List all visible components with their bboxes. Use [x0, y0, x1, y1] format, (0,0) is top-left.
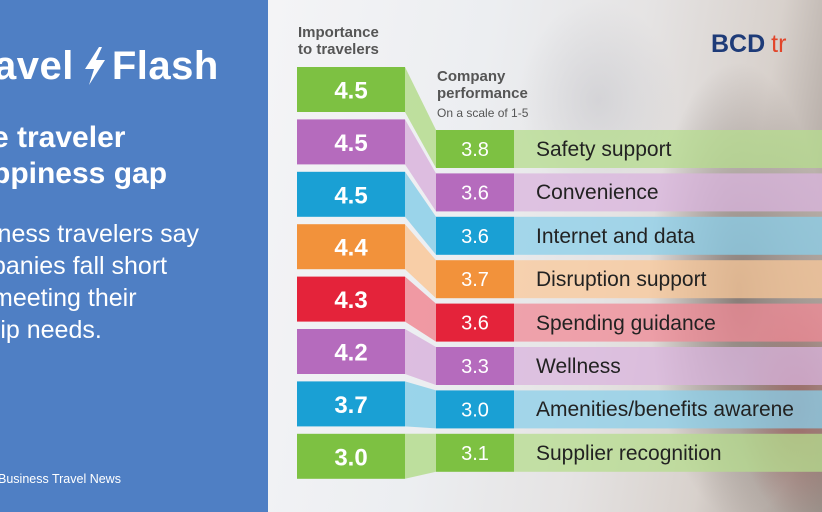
- importance-value-0: 4.5: [334, 78, 367, 105]
- category-label-2: Internet and data: [536, 224, 695, 248]
- importance-header: Importance to travelers: [298, 24, 379, 58]
- body-text: iness travelers say panies fall short me…: [0, 218, 199, 346]
- performance-scale-note: On a scale of 1-5: [437, 106, 529, 120]
- logo-part2: tr: [771, 30, 787, 58]
- performance-bar-4: [436, 303, 514, 342]
- performance-value-1: 3.6: [461, 182, 489, 204]
- category-band-4: [514, 303, 822, 342]
- performance-header: Company performance: [437, 68, 528, 102]
- importance-bar-5: [297, 329, 405, 374]
- intro-panel: avel Flash e traveler ppiness gap iness t…: [0, 0, 268, 512]
- performance-value-5: 3.3: [461, 356, 489, 378]
- importance-bar-4: [297, 276, 405, 322]
- category-band-6: [514, 390, 822, 429]
- performance-value-6: 3.0: [461, 399, 489, 421]
- performance-header-line-1: Company: [437, 68, 506, 85]
- performance-bar-7: [436, 433, 514, 472]
- body-line-3: meeting their: [0, 284, 137, 312]
- company-logo: BCD tr: [711, 30, 786, 59]
- brand-title: avel Flash: [0, 44, 219, 89]
- performance-value-7: 3.1: [461, 443, 489, 465]
- importance-header-line-1: Importance: [298, 24, 379, 41]
- headline-line-1: e traveler: [0, 121, 126, 154]
- category-label-4: Spending guidance: [536, 311, 716, 335]
- performance-value-0: 3.8: [461, 139, 489, 161]
- importance-bar-1: [297, 119, 405, 165]
- connector-3: [405, 224, 436, 299]
- brand-part1: avel: [0, 44, 74, 88]
- category-label-0: Safety support: [536, 138, 672, 161]
- category-label-7: Supplier recognition: [536, 441, 722, 465]
- category-band-3: [514, 260, 822, 299]
- body-line-4: rip needs.: [0, 316, 102, 344]
- connector-7: [405, 433, 436, 479]
- category-label-3: Disruption support: [536, 268, 707, 292]
- headline-line-2: ppiness gap: [0, 157, 168, 190]
- category-band-1: [514, 173, 822, 212]
- performance-bar-0: [436, 130, 514, 168]
- performance-value-2: 3.6: [461, 226, 489, 248]
- connector-1: [405, 119, 436, 212]
- performance-header-line-2: performance: [437, 85, 528, 102]
- importance-value-5: 4.2: [334, 340, 367, 367]
- headline: e traveler ppiness gap: [0, 120, 167, 192]
- performance-bar-5: [436, 347, 514, 385]
- brand-part2: Flash: [111, 44, 219, 88]
- source-credit: Business Travel News: [0, 472, 121, 486]
- logo-part1: BCD: [711, 30, 766, 58]
- importance-value-6: 3.7: [334, 392, 367, 419]
- category-band-0: [514, 130, 822, 168]
- body-line-1: iness travelers say: [0, 220, 200, 248]
- category-band-5: [514, 347, 822, 385]
- connector-2: [405, 171, 436, 255]
- connector-0: [405, 67, 436, 168]
- performance-bar-3: [436, 260, 514, 299]
- importance-header-line-2: to travelers: [298, 41, 379, 58]
- importance-value-4: 4.3: [334, 287, 367, 314]
- importance-bar-7: [297, 433, 405, 479]
- importance-value-7: 3.0: [334, 444, 367, 471]
- importance-value-1: 4.5: [334, 130, 367, 157]
- importance-bar-2: [297, 171, 405, 217]
- performance-value-4: 3.6: [461, 313, 489, 335]
- importance-bar-0: [297, 67, 405, 112]
- body-line-2: panies fall short: [0, 252, 168, 280]
- category-band-2: [514, 216, 822, 255]
- importance-value-3: 4.4: [334, 235, 368, 262]
- lightning-bolt-icon: [84, 47, 105, 85]
- category-label-5: Wellness: [536, 355, 621, 378]
- performance-bar-6: [436, 390, 514, 429]
- connector-5: [405, 329, 436, 385]
- performance-bar-1: [436, 173, 514, 212]
- category-band-7: [514, 433, 822, 472]
- importance-value-2: 4.5: [334, 182, 367, 209]
- connector-6: [405, 381, 436, 429]
- performance-value-3: 3.7: [461, 269, 489, 291]
- importance-bar-6: [297, 381, 405, 427]
- importance-bar-3: [297, 224, 405, 270]
- performance-bar-2: [436, 216, 514, 255]
- category-label-6: Amenities/benefits awarene: [536, 398, 794, 422]
- connector-4: [405, 276, 436, 342]
- category-label-1: Convenience: [536, 181, 659, 205]
